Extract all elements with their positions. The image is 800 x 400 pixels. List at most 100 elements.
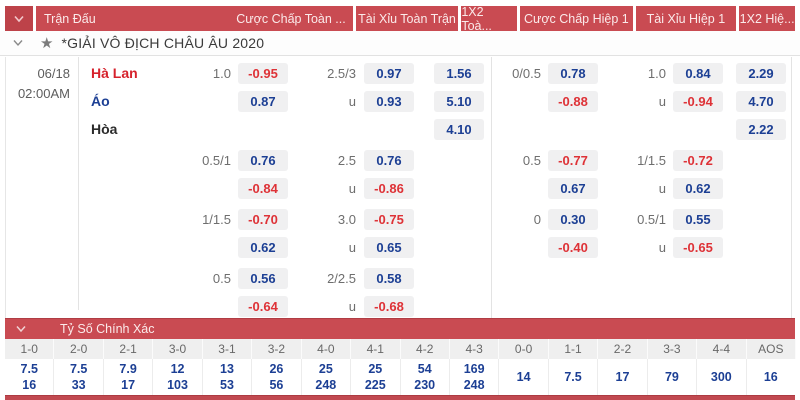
odds-cell-ou2[interactable]: -0.94 bbox=[673, 90, 723, 112]
score-column: 3-3 79 bbox=[647, 339, 698, 395]
odds-cell-ou2[interactable]: 0.62 bbox=[673, 177, 723, 199]
odds-cell-ou[interactable]: -0.75 bbox=[364, 208, 414, 230]
odds-cell-x122[interactable]: 2.29 bbox=[736, 62, 786, 84]
score-values: 25 248 bbox=[302, 359, 350, 395]
odds-cell-hc[interactable]: -0.70 bbox=[238, 208, 288, 230]
score-column: 1-1 7.5 bbox=[548, 339, 599, 395]
odds-group: 1/1.5 -0.70 3.0 -0.75 0 0.30 0.5/1 0.55 0.62 u 0.6… bbox=[6, 205, 796, 261]
odds-cell-hc2[interactable]: 0.67 bbox=[548, 177, 598, 199]
score-odds[interactable]: 7.5 bbox=[20, 361, 38, 376]
score-odds[interactable]: 14 bbox=[516, 369, 531, 384]
score-odds[interactable]: 17 bbox=[121, 377, 136, 392]
column-header-h1-over-under[interactable]: Tài Xỉu Hiệp 1 bbox=[635, 6, 737, 31]
score-odds[interactable]: 56 bbox=[269, 377, 284, 392]
score-odds[interactable]: 12 bbox=[170, 361, 185, 376]
score-odds[interactable]: 248 bbox=[315, 377, 337, 392]
odds-cell-ou2[interactable]: 0.84 bbox=[673, 62, 723, 84]
odds-cell-ou[interactable]: 0.58 bbox=[364, 267, 414, 289]
score-odds[interactable]: 79 bbox=[664, 369, 679, 384]
odds-cell-x12[interactable]: 4.10 bbox=[434, 118, 484, 140]
odds-cell-hc[interactable]: -0.84 bbox=[238, 177, 288, 199]
line-label-l2: 2.5/3 bbox=[327, 65, 356, 81]
line-label-l1: 1/1.5 bbox=[202, 211, 231, 227]
odds-cell-ou[interactable]: 0.76 bbox=[364, 149, 414, 171]
score-odds[interactable]: 25 bbox=[318, 361, 333, 376]
odds-cell-hc2[interactable]: -0.40 bbox=[548, 236, 598, 258]
odds-cell-hc[interactable]: -0.95 bbox=[238, 62, 288, 84]
score-odds[interactable]: 7.5 bbox=[564, 369, 582, 384]
odds-cell-hc2[interactable]: 0.30 bbox=[548, 208, 598, 230]
correct-score-title: Tỷ Số Chính Xác bbox=[60, 322, 155, 336]
score-odds[interactable]: 225 bbox=[364, 377, 386, 392]
team-list: Hà Lan Áo Hòa bbox=[91, 59, 138, 143]
odds-cell-hc[interactable]: 0.62 bbox=[238, 236, 288, 258]
score-column: 3-2 26 56 bbox=[252, 339, 302, 395]
odds-cell-ou[interactable]: -0.68 bbox=[364, 295, 414, 317]
score-column: 4-1 25 225 bbox=[351, 339, 401, 395]
line-label-l2: u bbox=[348, 93, 356, 109]
score-odds[interactable]: 33 bbox=[71, 377, 86, 392]
odds-cell-hc[interactable]: 0.76 bbox=[238, 149, 288, 171]
odds-cell-ou[interactable]: -0.86 bbox=[364, 177, 414, 199]
score-header: 4-1 bbox=[351, 339, 401, 359]
score-column: 0-0 14 bbox=[499, 339, 549, 395]
favorite-star-icon[interactable]: ★ bbox=[40, 34, 54, 52]
odds-row: 0.5/1 0.76 2.5 0.76 0.5 -0.77 1/1.5 -0.72 bbox=[6, 146, 796, 174]
line-label-l2: u bbox=[348, 298, 356, 314]
score-values: 12 103 bbox=[153, 359, 201, 395]
odds-cell-hc2[interactable]: -0.88 bbox=[548, 90, 598, 112]
score-odds[interactable]: 230 bbox=[414, 377, 436, 392]
odds-row: 1/1.5 -0.70 3.0 -0.75 0 0.30 0.5/1 0.55 bbox=[6, 205, 796, 233]
score-odds[interactable]: 54 bbox=[417, 361, 432, 376]
odds-cell-ou[interactable]: 0.93 bbox=[364, 90, 414, 112]
line-label-l2: 3.0 bbox=[337, 211, 356, 227]
score-header: 4-4 bbox=[697, 339, 747, 359]
line-label-l4: 0.5/1 bbox=[637, 211, 666, 227]
line-label-l3: 0.5 bbox=[522, 152, 541, 168]
odds-cell-hc2[interactable]: -0.77 bbox=[548, 149, 598, 171]
column-header-h1-1x2[interactable]: 1X2 Hiệ... bbox=[739, 6, 795, 31]
score-odds[interactable]: 25 bbox=[368, 361, 383, 376]
line-label-l3: 0 bbox=[533, 211, 541, 227]
odds-cell-hc[interactable]: 0.56 bbox=[238, 267, 288, 289]
league-row[interactable]: ★ *GIẢI VÔ ĐỊCH CHÂU ÂU 2020 bbox=[0, 31, 800, 56]
chevron-down-icon[interactable] bbox=[12, 39, 24, 47]
score-odds[interactable]: 300 bbox=[710, 369, 732, 384]
column-header-full-over-under[interactable]: Tài Xỉu Toàn Trận bbox=[355, 6, 459, 31]
odds-cell-x122[interactable]: 4.70 bbox=[736, 90, 786, 112]
score-odds[interactable]: 7.9 bbox=[119, 361, 137, 376]
home-team-name: Hà Lan bbox=[91, 65, 138, 81]
odds-cell-ou[interactable]: 0.97 bbox=[364, 62, 414, 84]
correct-score-header-bar[interactable]: Tỷ Số Chính Xác bbox=[5, 318, 795, 339]
score-odds[interactable]: 26 bbox=[269, 361, 284, 376]
score-values: 14 bbox=[499, 359, 547, 395]
score-odds[interactable]: 103 bbox=[167, 377, 188, 392]
score-odds[interactable]: 7.5 bbox=[69, 361, 88, 376]
column-header-match-and-full-handicap[interactable]: Trận Đấu Cược Chấp Toàn ... bbox=[36, 6, 353, 31]
score-header: 4-0 bbox=[301, 339, 352, 359]
score-odds[interactable]: 16 bbox=[22, 377, 37, 392]
score-odds[interactable]: 169 bbox=[463, 361, 485, 376]
score-odds[interactable]: 248 bbox=[463, 377, 485, 392]
column-header-full-1x2[interactable]: 1X2 Toà... bbox=[461, 5, 518, 33]
odds-cell-hc[interactable]: 0.87 bbox=[238, 90, 288, 112]
score-odds[interactable]: 17 bbox=[615, 369, 630, 384]
collapse-matches-button[interactable] bbox=[5, 6, 33, 31]
line-label-l2: 2.5 bbox=[337, 152, 356, 168]
odds-cell-hc[interactable]: -0.64 bbox=[238, 295, 288, 317]
odds-cell-x12[interactable]: 5.10 bbox=[434, 90, 484, 112]
odds-cell-ou2[interactable]: -0.72 bbox=[673, 149, 723, 171]
odds-cell-x12[interactable]: 1.56 bbox=[434, 62, 484, 84]
score-odds[interactable]: 13 bbox=[220, 361, 234, 376]
odds-cell-ou2[interactable]: 0.55 bbox=[673, 208, 723, 230]
chevron-down-icon[interactable] bbox=[15, 325, 27, 333]
odds-cell-hc2[interactable]: 0.78 bbox=[548, 62, 598, 84]
odds-row: 1.0 -0.95 2.5/3 0.97 1.56 0/0.5 0.78 1.0 0.84 2.2… bbox=[6, 59, 796, 87]
score-odds[interactable]: 16 bbox=[763, 369, 778, 384]
score-odds[interactable]: 53 bbox=[220, 377, 234, 392]
odds-cell-x122[interactable]: 2.22 bbox=[736, 118, 786, 140]
column-header-h1-handicap[interactable]: Cược Chấp Hiệp 1 bbox=[520, 6, 633, 31]
odds-cell-ou[interactable]: 0.65 bbox=[364, 236, 414, 258]
score-column: 1-0 7.5 16 bbox=[5, 339, 55, 395]
odds-cell-ou2[interactable]: -0.65 bbox=[673, 236, 723, 258]
